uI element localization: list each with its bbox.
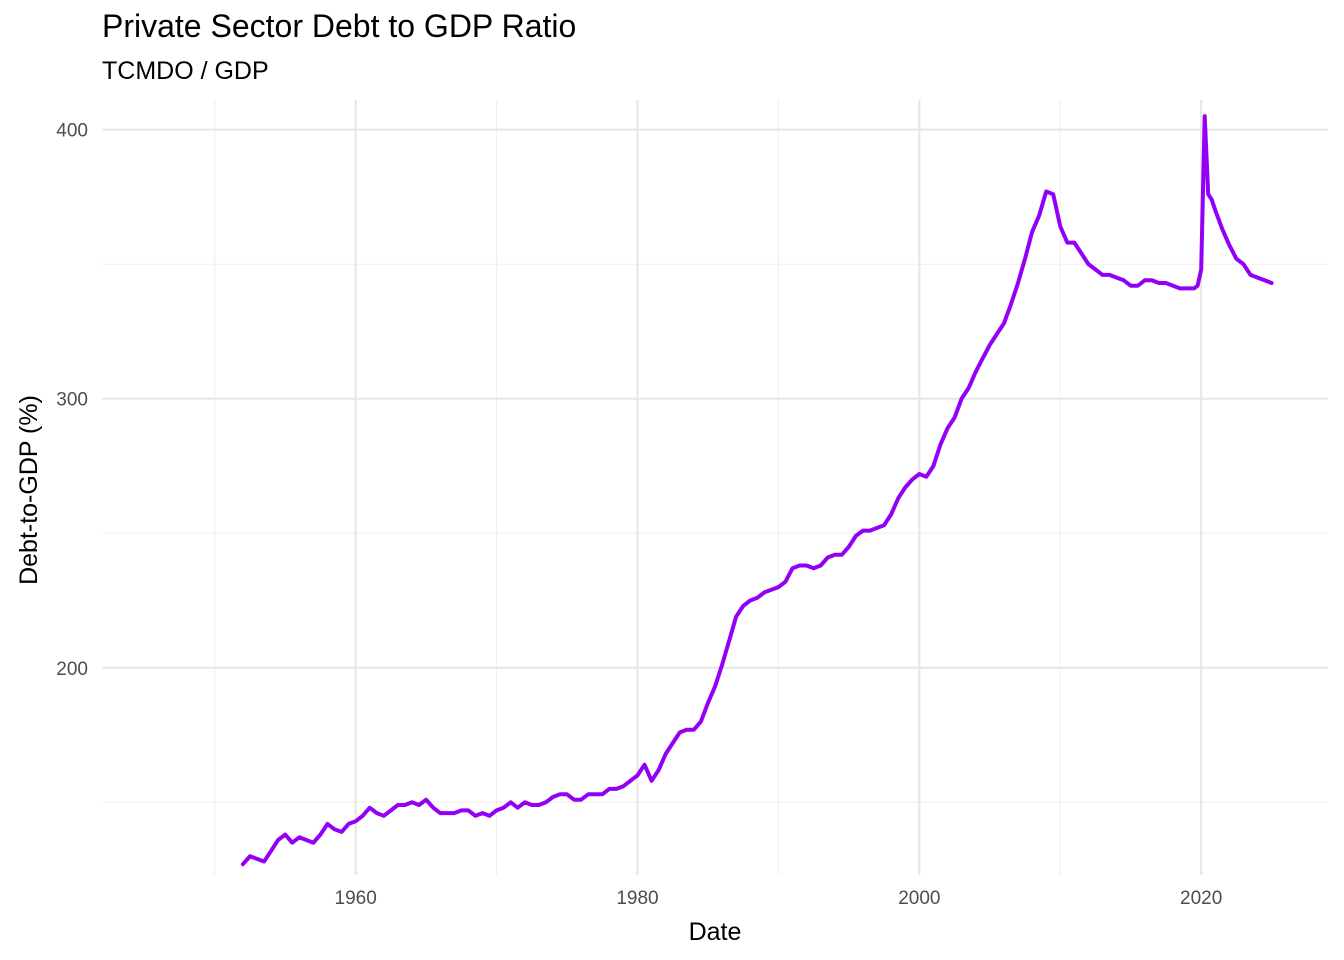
major-gridlines — [102, 100, 1328, 875]
minor-gridlines — [102, 100, 1328, 875]
x-axis-ticks: 1960 1980 2000 2020 — [335, 888, 1223, 909]
series-layer — [240, 114, 1274, 867]
chart-subtitle: TCMDO / GDP — [102, 57, 269, 85]
x-tick-label: 2000 — [898, 888, 940, 909]
y-tick-label: 300 — [56, 390, 88, 411]
y-axis-title: Debt-to-GDP (%) — [15, 395, 43, 585]
x-tick-label: 2020 — [1180, 888, 1222, 909]
x-axis-title: Date — [689, 918, 742, 946]
y-tick-label: 400 — [56, 121, 88, 142]
chart-title: Private Sector Debt to GDP Ratio — [102, 8, 577, 44]
series-line — [240, 114, 1274, 867]
x-tick-label: 1980 — [616, 888, 658, 909]
x-tick-label: 1960 — [335, 888, 377, 909]
y-tick-label: 200 — [56, 659, 88, 680]
y-axis-ticks: 200 300 400 — [56, 121, 88, 680]
